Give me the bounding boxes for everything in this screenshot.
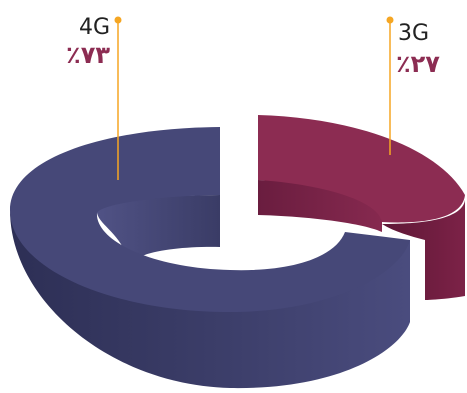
- slice-3g: [258, 115, 465, 300]
- slice-4g: [10, 127, 410, 389]
- label-4g-value: ٪۷۳: [66, 41, 110, 69]
- leader-lines: [114, 16, 394, 180]
- slice-3g-outer-wall: [382, 200, 465, 300]
- leader-dot-3g: [386, 16, 394, 24]
- label-3g-value: ٪۲۷: [396, 50, 440, 78]
- leader-dot-4g: [114, 16, 122, 24]
- label-3g-name: 3G: [398, 21, 429, 46]
- slice-3g-top: [258, 115, 465, 223]
- slice-4g-top: [10, 127, 410, 312]
- label-4g-name: 4G: [79, 15, 110, 40]
